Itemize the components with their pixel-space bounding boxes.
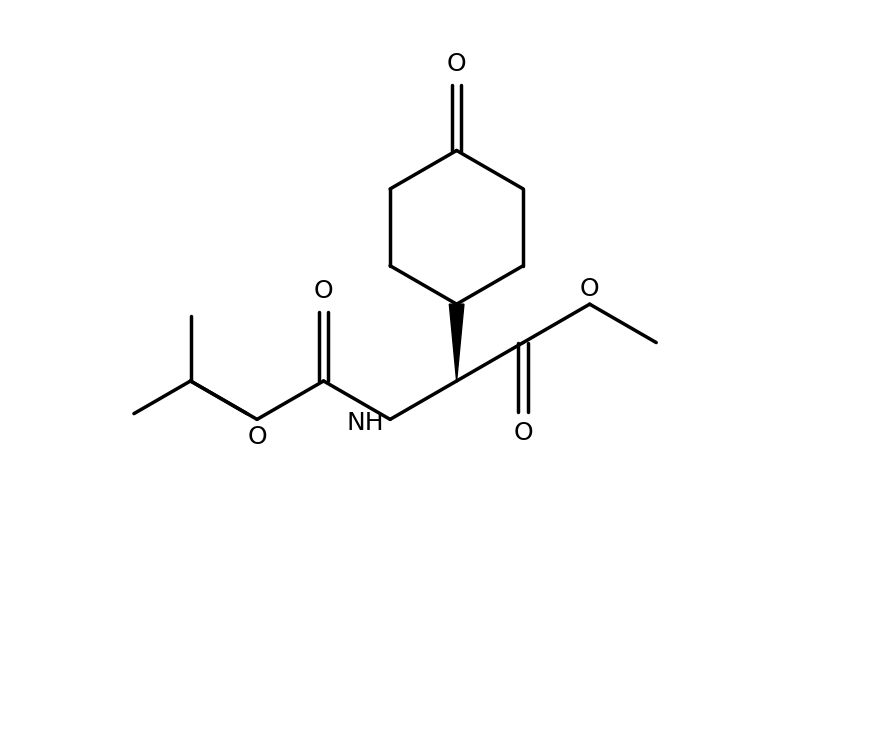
Text: O: O: [580, 278, 599, 301]
Text: O: O: [248, 425, 267, 449]
Polygon shape: [449, 304, 464, 381]
Text: O: O: [446, 53, 467, 76]
Text: O: O: [514, 421, 533, 445]
Text: NH: NH: [347, 411, 385, 435]
Text: O: O: [314, 279, 333, 303]
